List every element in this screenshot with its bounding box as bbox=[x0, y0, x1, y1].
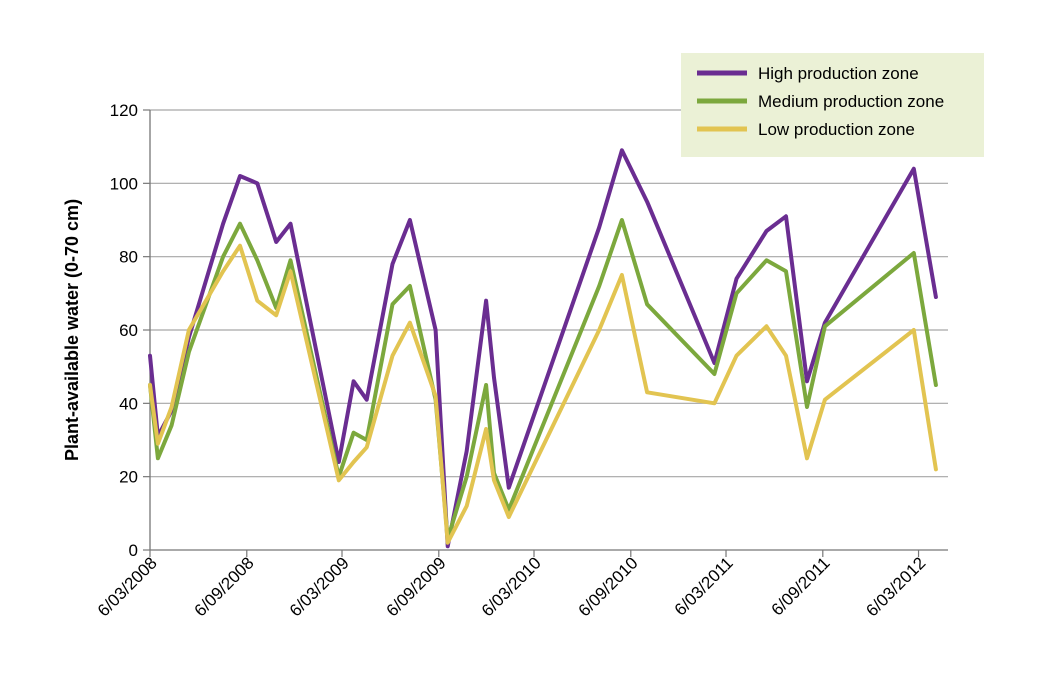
x-tick-label: 6/03/2011 bbox=[671, 553, 737, 619]
legend: High production zone Medium production zo… bbox=[681, 53, 984, 157]
x-tick-label: 6/09/2010 bbox=[575, 553, 642, 620]
y-axis-title: Plant-available water (0-70 cm) bbox=[62, 199, 82, 461]
series-line-3 bbox=[148, 243, 938, 545]
legend-box bbox=[681, 53, 984, 157]
x-axis-ticks: 6/03/2008 6/09/2008 6/03/2009 6/09/2009 6/03… bbox=[94, 550, 929, 620]
y-tick-label: 40 bbox=[119, 394, 138, 413]
x-tick-label: 6/03/2010 bbox=[478, 553, 545, 620]
x-tick-label: 6/09/2009 bbox=[383, 553, 450, 620]
legend-label: Low production zone bbox=[758, 120, 915, 139]
legend-label: Medium production zone bbox=[758, 92, 944, 111]
y-tick-label: 80 bbox=[119, 248, 138, 267]
y-tick-label: 60 bbox=[119, 321, 138, 340]
y-tick-label: 0 bbox=[129, 541, 138, 560]
x-tick-label: 6/03/2008 bbox=[94, 553, 161, 620]
gridlines bbox=[150, 109, 948, 478]
y-tick-label: 120 bbox=[110, 101, 138, 120]
series-line-1 bbox=[148, 148, 938, 549]
x-tick-label: 6/03/2012 bbox=[862, 553, 929, 620]
legend-label: High production zone bbox=[758, 64, 919, 83]
x-tick-label: 6/09/2008 bbox=[191, 553, 258, 620]
y-axis-ticks: 0 20 40 60 80 100 120 bbox=[110, 101, 150, 560]
series-lines bbox=[148, 148, 938, 549]
x-tick-label: 6/03/2009 bbox=[286, 553, 353, 620]
series-line-2 bbox=[148, 218, 938, 541]
x-tick-label: 6/09/2011 bbox=[768, 553, 834, 619]
y-tick-label: 20 bbox=[119, 468, 138, 487]
y-tick-label: 100 bbox=[110, 174, 138, 193]
